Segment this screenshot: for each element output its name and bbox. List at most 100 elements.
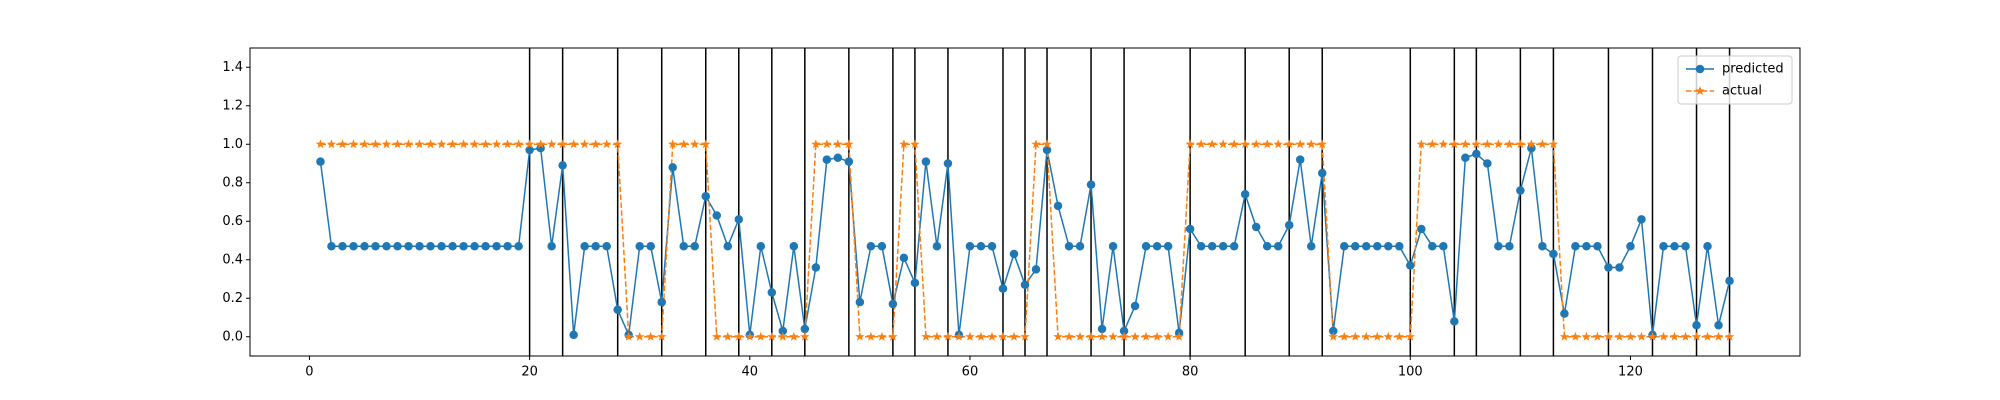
data-point: [987, 331, 997, 341]
data-point: [1395, 242, 1404, 251]
data-point: [877, 242, 887, 251]
data-point: [668, 163, 677, 172]
data-point: [1383, 331, 1394, 341]
data-point: [1582, 242, 1591, 251]
data-point: [855, 331, 865, 341]
data-point: [1417, 224, 1426, 234]
data-point: [789, 331, 799, 341]
data-point: [547, 242, 556, 251]
data-point: [480, 139, 491, 149]
data-point: [426, 242, 435, 251]
data-point: [1350, 331, 1361, 341]
data-point: [1020, 280, 1030, 290]
data-point: [1505, 242, 1514, 251]
data-point: [469, 139, 480, 149]
data-point: [667, 139, 678, 149]
data-point: [723, 331, 733, 341]
data-point: [590, 139, 601, 149]
data-point: [1207, 139, 1217, 149]
data-point: [734, 331, 744, 341]
data-point: [1229, 139, 1239, 149]
data-point: [1427, 139, 1438, 149]
x-tick-label: 60: [962, 365, 979, 380]
data-point: [1306, 242, 1316, 251]
data-point: [1295, 155, 1305, 164]
data-point: [657, 297, 666, 307]
data-point: [1108, 242, 1118, 251]
data-point: [1152, 242, 1162, 251]
data-point: [1086, 331, 1096, 341]
data-point: [371, 242, 380, 251]
data-point: [800, 331, 810, 341]
data-point: [943, 331, 953, 341]
data-point: [789, 242, 799, 251]
data-point: [1328, 326, 1338, 336]
data-point: [1119, 331, 1129, 341]
data-point: [976, 331, 986, 341]
data-point: [634, 331, 645, 341]
data-point: [1053, 331, 1063, 341]
data-point: [1416, 139, 1427, 149]
y-tick-label: 1.2: [222, 98, 243, 113]
data-point: [1626, 242, 1635, 251]
data-point: [491, 139, 502, 149]
data-point: [822, 139, 832, 149]
data-point: [1516, 186, 1525, 195]
data-point: [1482, 139, 1493, 149]
data-point: [1472, 149, 1481, 159]
data-point: [778, 326, 788, 336]
data-point: [1504, 139, 1515, 149]
data-point: [1372, 331, 1383, 341]
data-point: [1075, 242, 1085, 251]
data-point: [1328, 331, 1338, 341]
data-point: [844, 139, 854, 149]
data-point: [1647, 331, 1658, 341]
data-point: [1714, 320, 1723, 330]
data-point: [1428, 242, 1437, 251]
data-point: [1483, 159, 1492, 168]
data-point: [987, 242, 997, 251]
data-point: [1174, 331, 1184, 341]
data-point: [316, 157, 325, 166]
data-point: [1362, 242, 1371, 251]
data-point: [1273, 139, 1283, 149]
data-point: [1548, 139, 1559, 149]
data-point: [524, 139, 535, 149]
data-point: [1053, 201, 1063, 211]
data-point: [943, 159, 953, 168]
data-point: [844, 157, 854, 166]
x-tick-label: 80: [1182, 365, 1199, 380]
data-point: [1130, 301, 1140, 311]
data-point: [1042, 139, 1052, 149]
data-point: [393, 242, 402, 251]
data-point: [965, 331, 975, 341]
data-point: [1317, 139, 1327, 149]
data-point: [1075, 331, 1085, 341]
data-point: [712, 211, 722, 220]
data-point: [998, 284, 1008, 293]
data-point: [601, 139, 612, 149]
data-point: [1130, 331, 1140, 341]
data-point: [965, 242, 975, 251]
data-point: [591, 242, 600, 251]
data-point: [492, 242, 501, 251]
data-point: [899, 253, 909, 263]
data-point: [645, 331, 656, 341]
data-point: [1571, 242, 1580, 251]
data-point: [623, 331, 634, 341]
data-point: [481, 242, 490, 251]
data-point: [1670, 242, 1679, 251]
data-point: [1295, 139, 1305, 149]
data-point: [646, 242, 655, 251]
data-point: [998, 331, 1008, 341]
data-point: [1681, 242, 1690, 251]
data-point: [954, 331, 964, 341]
data-point: [1593, 242, 1602, 251]
data-point: [910, 139, 920, 149]
data-point: [767, 288, 777, 297]
data-point: [392, 139, 403, 149]
data-point: [1284, 220, 1294, 230]
plot-frame: [249, 47, 1801, 357]
data-point: [437, 242, 446, 251]
